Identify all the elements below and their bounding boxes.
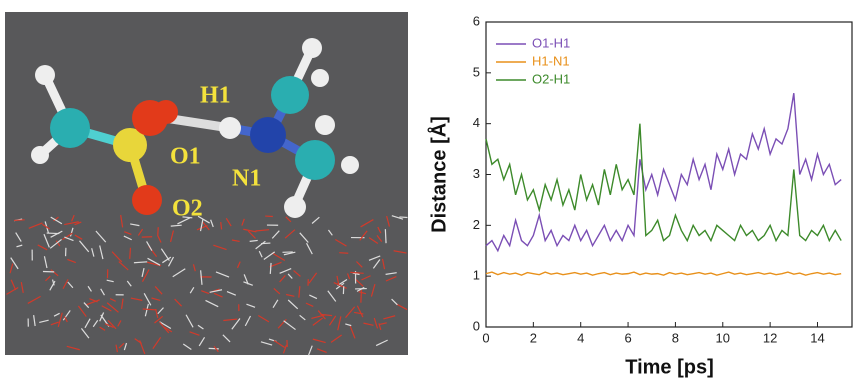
water-stick <box>261 243 270 244</box>
atom <box>284 196 306 218</box>
series-line <box>486 93 841 251</box>
atom <box>250 117 286 153</box>
y-tick-label: 0 <box>473 318 480 333</box>
series-line <box>486 272 841 275</box>
atom <box>271 76 309 114</box>
atom <box>154 100 178 124</box>
figure: H1 O1 N1 O2 012345602468101214Time [ps]D… <box>0 0 855 381</box>
y-tick-label: 2 <box>473 217 480 232</box>
atom <box>50 108 90 148</box>
x-tick-label: 8 <box>672 330 679 345</box>
x-tick-label: 4 <box>577 330 584 345</box>
legend-label: O1-H1 <box>532 35 570 50</box>
y-axis-label: Distance [Å] <box>426 116 450 233</box>
x-tick-label: 6 <box>624 330 631 345</box>
atom <box>132 185 162 215</box>
y-tick-label: 6 <box>473 13 480 28</box>
atom <box>315 115 335 135</box>
atom-label: N1 <box>232 166 261 192</box>
x-tick-label: 2 <box>530 330 537 345</box>
water-stick <box>399 217 407 218</box>
y-tick-label: 3 <box>473 166 480 181</box>
water-stick <box>14 220 25 221</box>
y-tick-label: 4 <box>473 115 480 130</box>
water-stick <box>158 227 159 235</box>
atom <box>219 117 241 139</box>
water-stick <box>361 290 362 303</box>
y-tick-label: 1 <box>473 268 480 283</box>
atom <box>311 69 329 87</box>
atom-label: O2 <box>172 196 203 222</box>
y-tick-label: 5 <box>473 64 480 79</box>
atom-label: O1 <box>170 144 201 170</box>
atom <box>31 146 49 164</box>
water-stick <box>385 229 386 243</box>
x-axis-label: Time [ps] <box>625 356 714 378</box>
molecule-image: H1 O1 N1 O2 <box>5 12 408 355</box>
x-tick-label: 14 <box>810 330 824 345</box>
atom <box>35 65 55 85</box>
water-stick <box>270 263 271 274</box>
atom <box>295 140 335 180</box>
legend-label: O2-H1 <box>532 71 570 86</box>
atom <box>302 38 322 58</box>
series-line <box>486 124 841 241</box>
atom <box>341 156 359 174</box>
render-background <box>5 12 408 355</box>
atom-label: H1 <box>200 83 231 109</box>
water-stick <box>130 248 131 259</box>
water-stick <box>339 253 348 254</box>
legend-label: H1-N1 <box>532 53 570 68</box>
x-tick-label: 0 <box>482 330 489 345</box>
x-tick-label: 10 <box>716 330 730 345</box>
x-tick-label: 12 <box>763 330 777 345</box>
